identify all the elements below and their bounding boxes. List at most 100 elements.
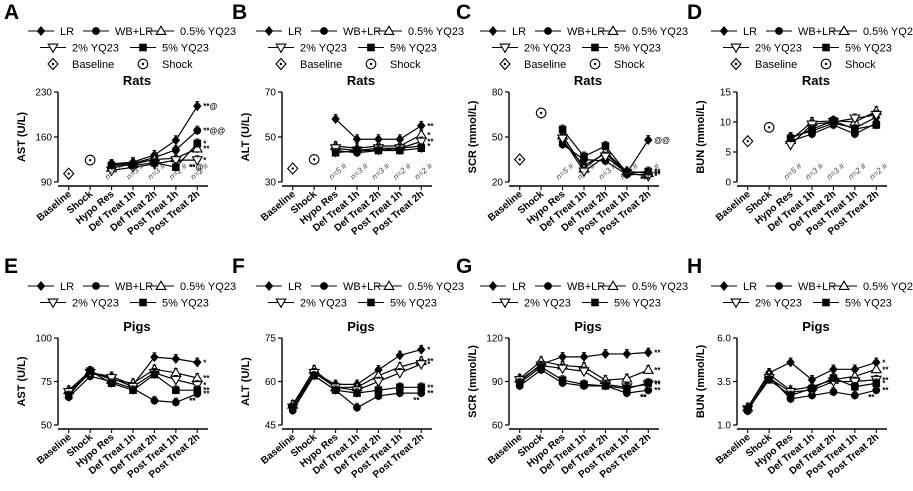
point-5-yq23-h (743, 405, 752, 414)
point-2-yq23-g (578, 367, 590, 378)
legend-marker-shock-dot (141, 62, 145, 66)
significance-label-f: * (427, 346, 431, 355)
y-tick-label-b: 30 (265, 178, 277, 189)
point-5-yq23-e (64, 391, 73, 400)
point-5-yq23-f (396, 383, 404, 392)
legend-marker-2-yq23 (499, 43, 511, 54)
y-tick-label-g: 60 (492, 421, 504, 432)
n-label-d: n=2 # (846, 161, 868, 181)
legend-marker-0-5-yq23 (383, 280, 395, 290)
y-tick-label-a: 230 (35, 88, 52, 99)
legend-marker-0-5-yq23 (607, 280, 619, 290)
y-tick-label-d: 10 (720, 118, 732, 129)
significance-label-g: ** (654, 386, 661, 395)
point-lr-h (786, 357, 795, 368)
point-5-yq23-e (86, 367, 94, 375)
legend-label-wb-lr: WB+LR (115, 26, 153, 38)
y-tick-label-d: 15 (720, 88, 732, 99)
legend-marker-lr (264, 281, 274, 291)
point-shock-a-dot (88, 158, 92, 162)
legend-marker-5-yq23 (591, 298, 599, 307)
significance-label-g: ** (654, 379, 661, 388)
significance-label-a: **@@ (203, 127, 225, 136)
legend-label-baseline: Baseline (755, 59, 797, 71)
legend-marker-lr (36, 281, 46, 291)
y-axis-label-g: SCR (mmol/L) (467, 345, 479, 418)
point-baseline-c-dot (518, 158, 521, 161)
chart-title-h: Pigs (802, 319, 829, 334)
point-2-yq23-c (599, 152, 612, 163)
n-label-c: n=5 # (554, 161, 576, 181)
legend-label-shock: Shock (845, 59, 876, 71)
legend-label-5-yq23: 5% YQ23 (845, 298, 892, 310)
legend-marker-5-yq23 (591, 43, 599, 52)
legend-c: LR WB+LR 0.5% YQ23 2% YQ23 5% YQ23 Baseline Sh… (480, 25, 688, 71)
legend-label-0-5-yq23: 0.5% YQ23 (180, 26, 236, 38)
point-wb-lr-f (395, 389, 404, 397)
point-shock-d-dot (767, 126, 771, 129)
point-lr-g (601, 348, 610, 359)
significance-label-f: ** (427, 383, 434, 392)
point-2-yq23-f (372, 377, 385, 388)
y-tick-label-a: 90 (41, 178, 53, 189)
point-lr-g (558, 351, 567, 362)
point-wb-lr-a (171, 145, 180, 154)
point-5-yq23-c (644, 167, 653, 176)
point-2-yq23-f (394, 368, 406, 379)
chart-title-c: Rats (574, 73, 602, 88)
point-wb-lr-f (353, 403, 361, 412)
point-2-yq23-d (870, 110, 883, 121)
n-label-a: n=2 # (167, 161, 189, 181)
point-5-yq23-h (829, 374, 838, 382)
legend-marker-2-yq23 (47, 43, 59, 54)
legend-label-lr: LR (60, 26, 74, 38)
point-baseline-a-dot (67, 172, 70, 175)
chart-title-b: Rats (347, 73, 375, 88)
point-5-yq23-d (808, 125, 816, 133)
significance-label-g: ** (640, 393, 647, 402)
significance-label-g: ** (654, 349, 661, 358)
y-tick-label-a: 160 (35, 133, 52, 144)
legend-label-0-5-yq23: 0.5% YQ23 (408, 281, 464, 293)
point-5-yq23-c (623, 169, 631, 177)
legend-marker-baseline-dot (734, 62, 738, 66)
legend-d: LR WB+LR 0.5% YQ23 2% YQ23 5% YQ23 Baseline Sh… (711, 25, 913, 71)
point-5-yq23-h (765, 375, 773, 384)
legend-marker-0-5-yq23 (838, 280, 850, 290)
y-tick-label-e: 75 (41, 377, 53, 388)
significance-label-e: ** (189, 397, 196, 406)
legend-label-5-yq23: 5% YQ23 (390, 43, 437, 55)
point-wb-lr-h (872, 386, 881, 395)
point-5-yq23-d (851, 125, 859, 133)
point-5-yq23-a (129, 161, 137, 170)
legend-label-wb-lr: WB+LR (343, 281, 381, 293)
point-5-yq23-f (331, 386, 340, 394)
legend-marker-0-5-yq23 (155, 280, 167, 290)
point-2-yq23-a (170, 156, 182, 167)
legend-label-0-5-yq23: 0.5% YQ23 (863, 26, 913, 38)
chart-title-a: Rats (123, 73, 151, 88)
y-tick-label-g: 120 (486, 334, 503, 345)
significance-label-h: ** (882, 365, 889, 374)
legend-marker-baseline-dot (503, 62, 507, 66)
legend-marker-wb-lr (544, 27, 552, 35)
legend-label-2-yq23: 2% YQ23 (755, 43, 802, 55)
legend-marker-wb-lr (544, 282, 552, 290)
point-5-yq23-e (150, 370, 159, 379)
point-shock-c-dot (539, 111, 543, 115)
y-tick-label-e: 100 (35, 334, 52, 345)
significance-label-c: *** (640, 175, 650, 184)
legend-marker-0-5-yq23 (383, 25, 395, 35)
legend-label-2-yq23: 2% YQ23 (72, 298, 119, 310)
n-label-d: n=2 # (868, 161, 890, 181)
significance-label-c: ** (654, 168, 661, 177)
point-5-yq23-b (396, 146, 404, 155)
y-tick-label-f: 75 (265, 334, 277, 345)
point-5-yq23-g (601, 382, 610, 390)
legend-label-5-yq23: 5% YQ23 (845, 43, 892, 55)
significance-label-a: **@ (203, 102, 217, 111)
panel-label-c: C (456, 1, 471, 24)
legend-label-shock: Shock (614, 59, 645, 71)
